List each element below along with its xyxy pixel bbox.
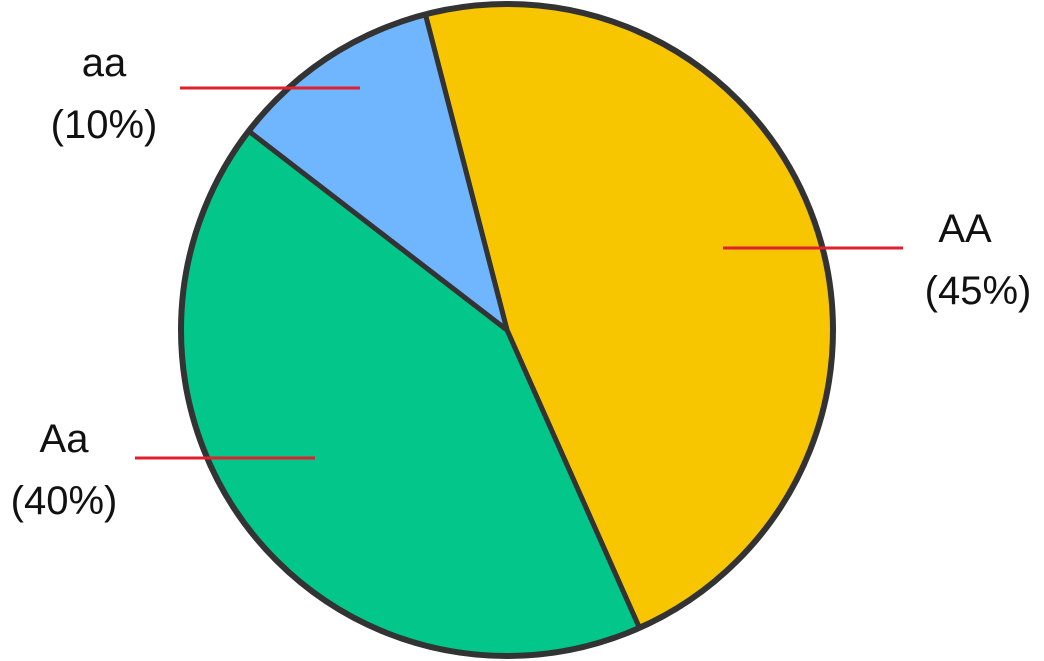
slice-name-label-Aa: Aa (40, 417, 90, 461)
slice-name-label-AA: AA (938, 207, 992, 251)
slice-labels: AA (45%) Aa (40%) aa (10%) (11, 41, 1032, 523)
pie-outline (178, 1, 836, 659)
slice-percent-label-aa: (10%) (51, 103, 158, 147)
leader-lines (135, 86, 903, 460)
pie-slices (178, 1, 836, 659)
slice-name-label-aa: aa (82, 41, 127, 85)
slice-percent-label-AA: (45%) (925, 269, 1032, 313)
slice-percent-label-Aa: (40%) (11, 479, 118, 523)
